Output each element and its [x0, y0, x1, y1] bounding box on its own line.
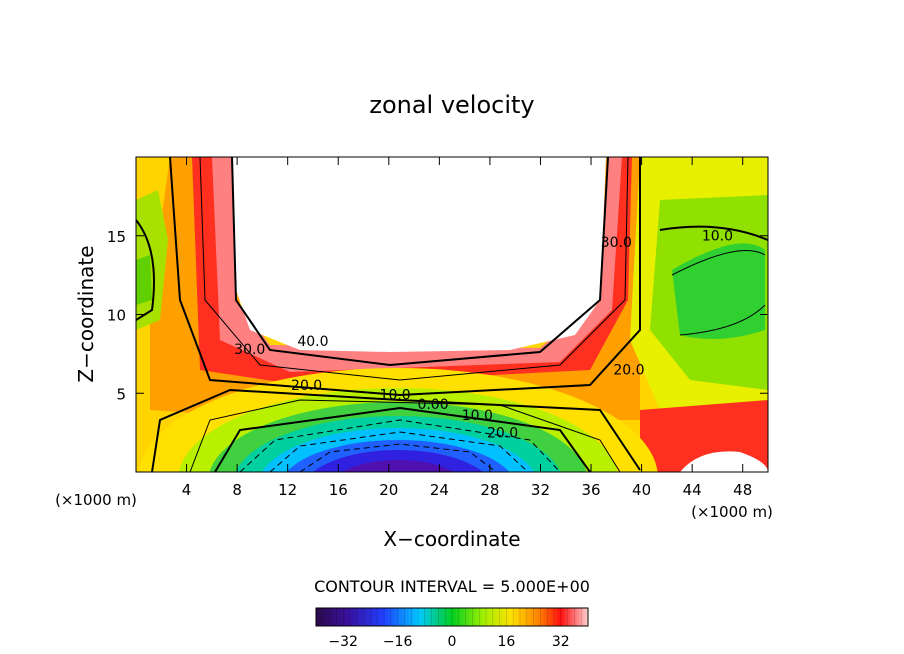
y-axis-label: Z−coordinate	[74, 245, 98, 382]
y-tick-label: 5	[116, 385, 126, 403]
contour-line-neg10	[239, 419, 561, 472]
y-axis-ticks: 5 10 15	[107, 228, 768, 403]
x-tick-label: 48	[733, 481, 752, 499]
colorbar-ticks: −32 −16 0 16 32	[328, 634, 569, 650]
right-green-core	[672, 243, 765, 339]
contour-label: 30.0	[234, 342, 265, 358]
y-tick-label: 10	[107, 307, 126, 325]
x-tick-label: 4	[182, 481, 192, 499]
contour-line-20b	[151, 388, 641, 472]
contour-label: 20.0	[613, 362, 644, 378]
x-axis-ticks: 4 8 12 16 20 24 28 32 36 40 44 48	[182, 157, 752, 499]
colorbar-tick-label: 16	[497, 634, 515, 650]
x-axis-label: X−coordinate	[383, 527, 520, 551]
contour-line-10	[189, 399, 621, 472]
left-green-core	[136, 255, 152, 305]
bowl-layer-8	[341, 460, 455, 472]
jet-band-pink	[212, 157, 622, 372]
contour-line-0	[214, 406, 591, 472]
x-tick-label: 32	[531, 481, 550, 499]
colorbar	[315, 607, 589, 627]
x-tick-label: 20	[379, 481, 398, 499]
x-tick-label: 40	[632, 481, 651, 499]
x-tick-label: 28	[480, 481, 499, 499]
contour-line-neg20	[269, 431, 529, 472]
contour-label: 20.0	[291, 378, 322, 394]
y-tick-label: 15	[107, 228, 126, 246]
contour-label: 30.0	[601, 235, 632, 251]
contour-label: 10.0	[702, 228, 733, 244]
x-tick-label: 36	[581, 481, 600, 499]
x-tick-label: 8	[232, 481, 242, 499]
colorbar-stripes	[322, 608, 582, 626]
x-tick-label: 44	[683, 481, 702, 499]
contour-label: 40.0	[297, 334, 328, 350]
contour-line-right-10	[659, 225, 768, 241]
contour-label: 0.00	[417, 397, 448, 413]
colorbar-tick-label: 32	[552, 634, 570, 650]
x-tick-label: 12	[278, 481, 297, 499]
contour-line-20a	[169, 157, 641, 397]
jet-core	[232, 157, 606, 352]
contour-line-40	[231, 157, 609, 367]
contour-interval: CONTOUR INTERVAL = 5.000E+00	[314, 577, 590, 596]
lower-right-white	[680, 451, 768, 472]
x-tick-label: 16	[329, 481, 348, 499]
colorbar-tick-label: 0	[448, 634, 457, 650]
contour-line-right-inner	[671, 250, 766, 336]
contour-line-left	[136, 219, 155, 321]
colorbar-tick-label: −32	[328, 634, 358, 650]
colorbar-tick-label: −16	[383, 634, 413, 650]
contour-line-neg30	[299, 443, 497, 472]
contour-label: 20.0	[487, 425, 518, 441]
jet-band-red	[192, 157, 632, 385]
x-tick-label: 24	[430, 481, 449, 499]
x-unit-left: (×1000 m)	[55, 491, 137, 509]
x-unit-right: (×1000 m)	[691, 503, 773, 521]
contour-line-30	[199, 157, 629, 381]
contour-label: 10.0	[380, 388, 411, 404]
contour-label: 10.0	[462, 408, 493, 424]
chart-title: zonal velocity	[369, 91, 534, 119]
